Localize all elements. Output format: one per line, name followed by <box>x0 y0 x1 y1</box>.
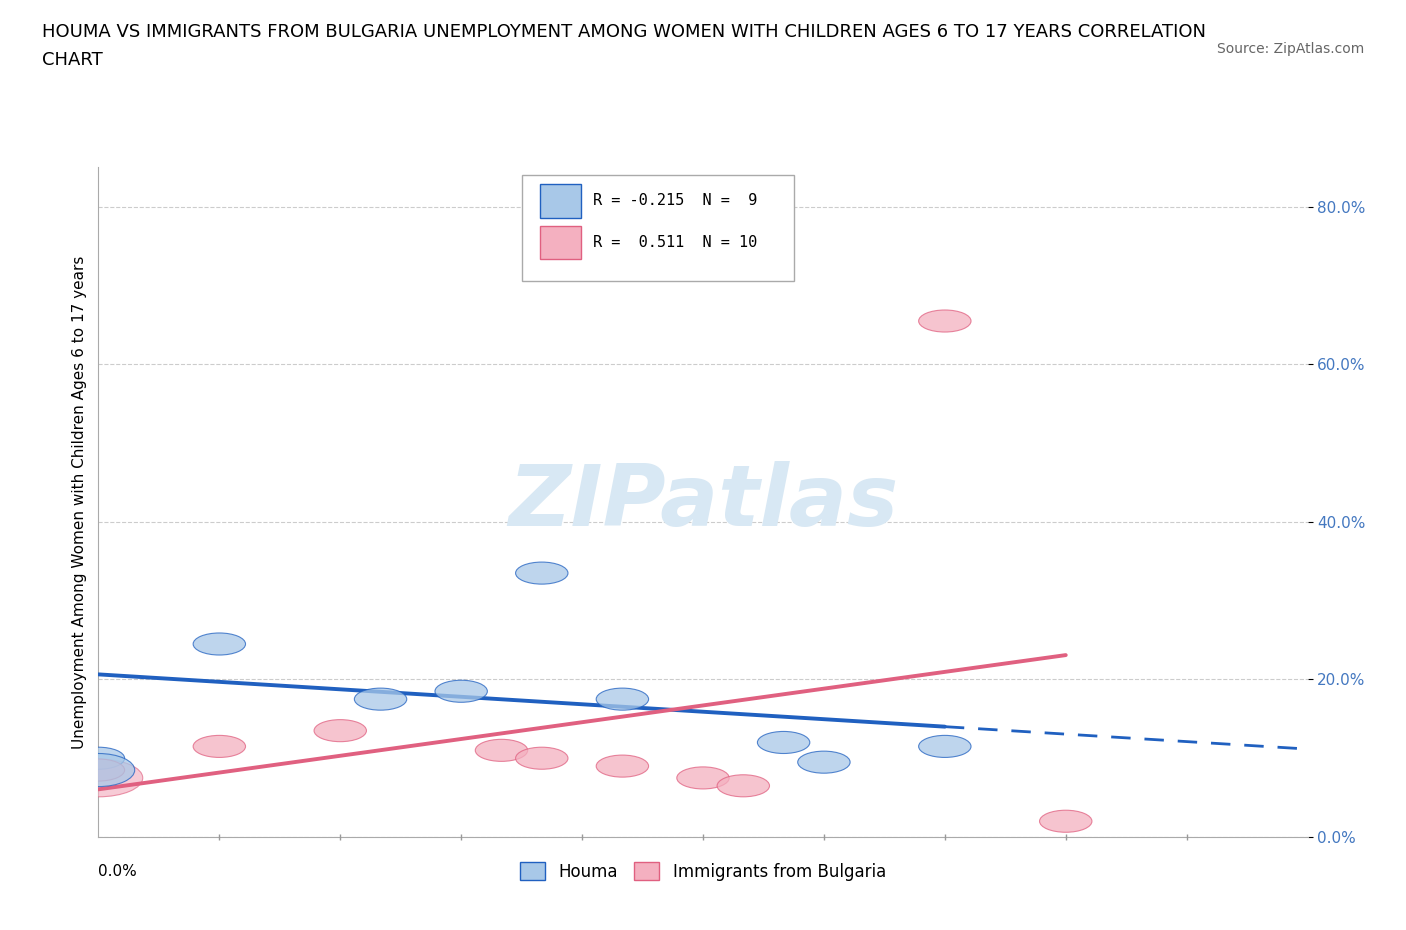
Ellipse shape <box>72 759 125 781</box>
Ellipse shape <box>193 736 246 757</box>
Ellipse shape <box>717 775 769 797</box>
Legend: Houma, Immigrants from Bulgaria: Houma, Immigrants from Bulgaria <box>512 854 894 889</box>
Ellipse shape <box>314 720 367 742</box>
Y-axis label: Unemployment Among Women with Children Ages 6 to 17 years: Unemployment Among Women with Children A… <box>72 256 87 749</box>
Text: ZIPatlas: ZIPatlas <box>508 460 898 544</box>
Text: CHART: CHART <box>42 51 103 69</box>
Ellipse shape <box>434 680 488 702</box>
Ellipse shape <box>596 755 648 777</box>
Ellipse shape <box>1039 810 1092 832</box>
Ellipse shape <box>676 767 730 789</box>
Ellipse shape <box>596 688 648 711</box>
Ellipse shape <box>918 736 972 757</box>
Text: Source: ZipAtlas.com: Source: ZipAtlas.com <box>1216 42 1364 56</box>
Text: R =  0.511  N = 10: R = 0.511 N = 10 <box>593 235 758 250</box>
Ellipse shape <box>62 753 135 787</box>
FancyBboxPatch shape <box>522 176 793 281</box>
FancyBboxPatch shape <box>540 226 581 259</box>
Ellipse shape <box>516 747 568 769</box>
Ellipse shape <box>72 747 125 769</box>
Ellipse shape <box>516 562 568 584</box>
FancyBboxPatch shape <box>540 184 581 218</box>
Ellipse shape <box>53 759 143 797</box>
Ellipse shape <box>797 751 851 773</box>
Ellipse shape <box>193 633 246 655</box>
Ellipse shape <box>354 688 406 711</box>
Text: HOUMA VS IMMIGRANTS FROM BULGARIA UNEMPLOYMENT AMONG WOMEN WITH CHILDREN AGES 6 : HOUMA VS IMMIGRANTS FROM BULGARIA UNEMPL… <box>42 23 1206 41</box>
Ellipse shape <box>918 310 972 332</box>
Text: R = -0.215  N =  9: R = -0.215 N = 9 <box>593 193 758 208</box>
Ellipse shape <box>758 731 810 753</box>
Ellipse shape <box>475 739 527 762</box>
Text: 0.0%: 0.0% <box>98 864 138 879</box>
